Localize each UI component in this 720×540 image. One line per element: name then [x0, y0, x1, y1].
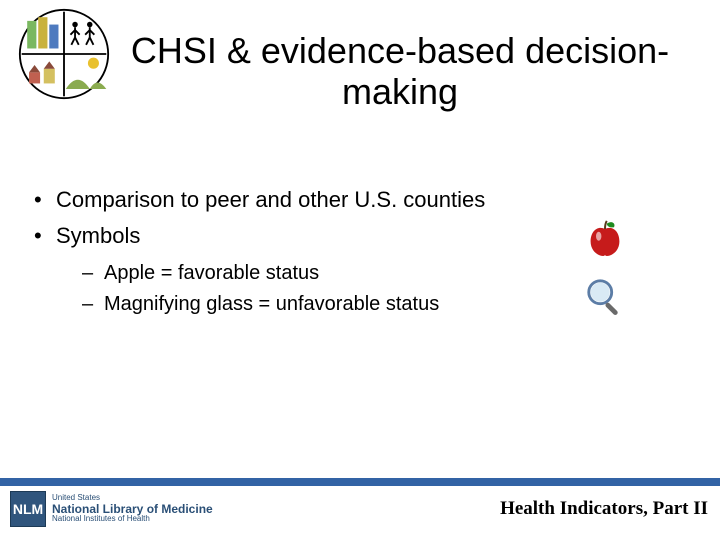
apple-icon [587, 218, 623, 258]
bullet-comparison: Comparison to peer and other U.S. counti… [34, 185, 680, 215]
nlm-nih: National Institutes of Health [52, 515, 213, 523]
slide-title: CHSI & evidence-based decision-making [120, 30, 680, 113]
footer-right-text: Health Indicators, Part II [500, 498, 708, 520]
nlm-logo-box: NLM [10, 491, 46, 527]
nlm-logo: NLM United States National Library of Me… [10, 488, 240, 530]
symbol-icons [582, 218, 628, 318]
magnifying-glass-icon [584, 276, 626, 318]
footer-divider [0, 478, 720, 486]
community-logo-icon [18, 8, 110, 100]
